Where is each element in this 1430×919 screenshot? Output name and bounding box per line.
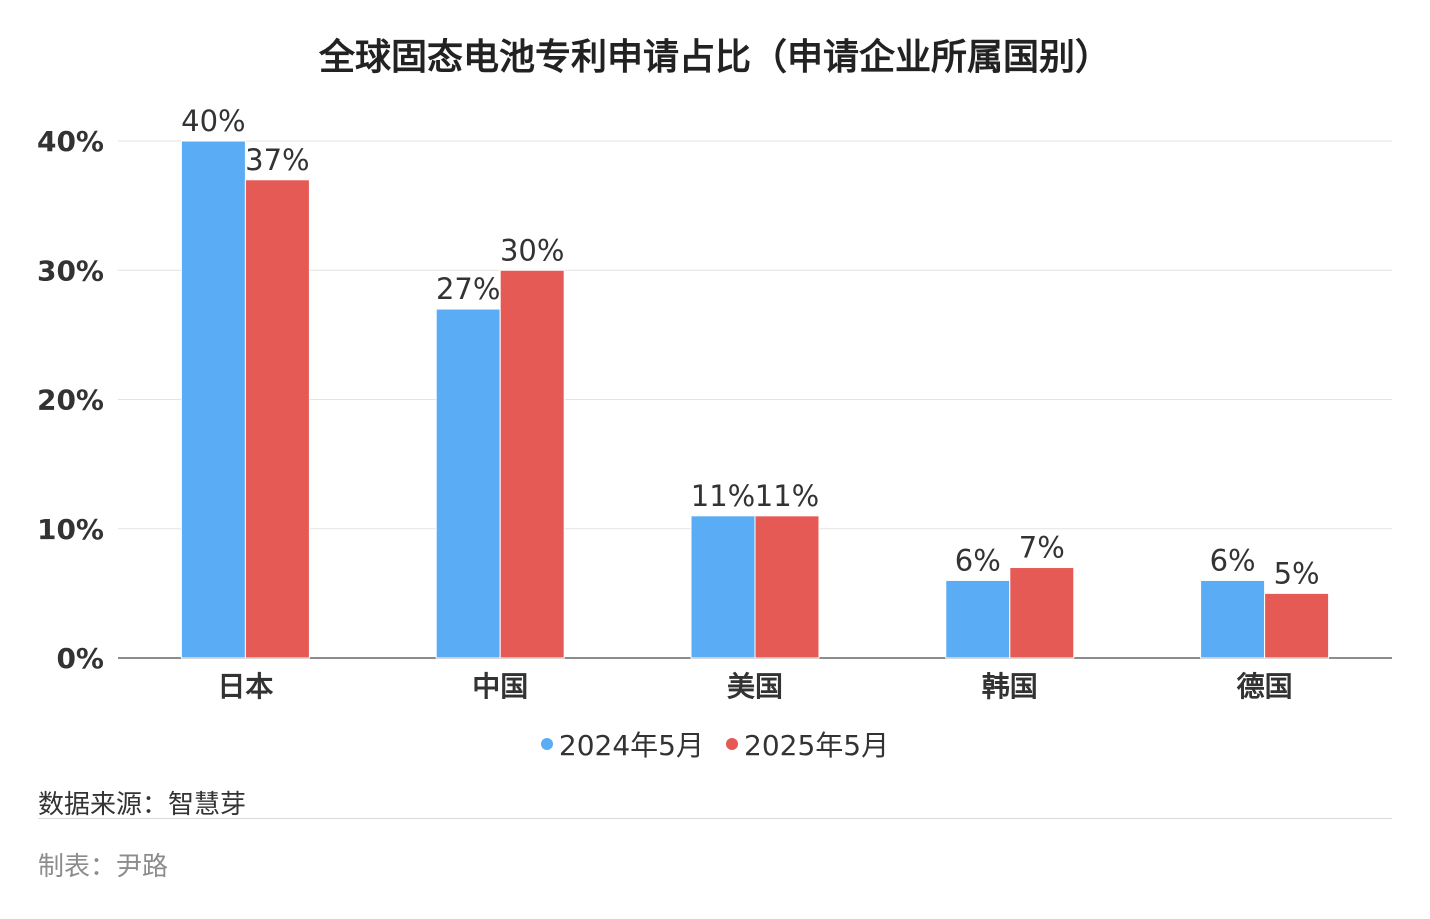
data-label: 6% — [1210, 543, 1256, 577]
y-tick-label: 20% — [37, 384, 104, 417]
y-tick-label: 10% — [37, 513, 104, 546]
footer-divider — [38, 818, 1392, 819]
bar — [244, 179, 310, 659]
data-label: 30% — [500, 233, 564, 267]
data-label: 27% — [436, 272, 500, 306]
legend-label-2024: 2024年5月 — [558, 729, 704, 762]
y-tick-label: 40% — [37, 125, 104, 158]
data-label: 6% — [955, 543, 1001, 577]
bar — [945, 579, 1011, 659]
bar — [435, 308, 501, 659]
bar — [1009, 567, 1075, 659]
data-label: 11% — [691, 479, 755, 513]
legend-item-2025: 2025年5月 — [726, 724, 889, 764]
bar — [499, 269, 565, 659]
chart-title: 全球固态电池专利申请占比（申请企业所属国别） — [318, 37, 1111, 78]
x-tick-label: 中国 — [472, 670, 528, 703]
legend: 2024年5月 2025年5月 — [0, 724, 1430, 764]
bar — [180, 140, 246, 659]
x-tick-label: 美国 — [727, 670, 783, 703]
bar — [1200, 579, 1266, 659]
data-label: 7% — [1019, 531, 1065, 565]
legend-item-2024: 2024年5月 — [540, 724, 704, 764]
data-source: 数据来源：智慧芽 — [38, 790, 247, 820]
x-tick-label: 日本 — [217, 670, 273, 703]
bar — [754, 515, 820, 659]
bar — [1264, 592, 1330, 659]
chart-author: 制表：尹路 — [38, 852, 169, 882]
data-label: 40% — [181, 104, 245, 138]
x-tick-label: 德国 — [1237, 670, 1293, 703]
legend-swatch-2025 — [726, 738, 738, 750]
data-label: 5% — [1274, 556, 1320, 590]
y-tick-label: 0% — [56, 642, 104, 675]
legend-swatch-2024 — [540, 738, 553, 750]
x-tick-label: 韩国 — [982, 670, 1038, 703]
data-label: 11% — [755, 479, 819, 513]
bar — [690, 515, 756, 659]
legend-label-2025: 2025年5月 — [744, 729, 890, 762]
y-tick-label: 30% — [37, 254, 104, 287]
data-label: 37% — [245, 143, 309, 177]
